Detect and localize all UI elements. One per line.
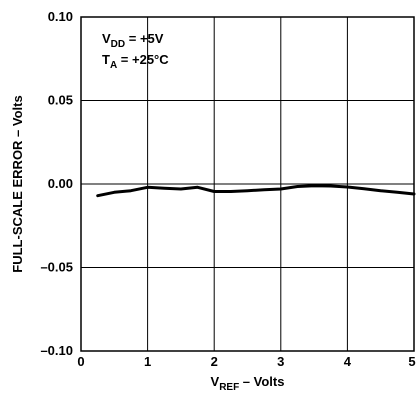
y-tick-label: 0.10 (48, 9, 73, 24)
y-axis-title: FULL-SCALE ERROR – Volts (10, 95, 25, 272)
x-axis-title-main: V (211, 374, 220, 389)
annotation-vdd: VDD = +5V (102, 31, 164, 50)
annotation-vdd-main: V (102, 31, 111, 46)
grid (81, 17, 414, 351)
x-tick-label: 4 (344, 354, 352, 369)
annotation-ta-sub: A (110, 60, 117, 71)
annotation-ta-main: T (102, 52, 110, 67)
x-tick-label: 0 (77, 354, 84, 369)
y-tick-label: 0.00 (48, 176, 73, 191)
series-layer (96, 184, 416, 198)
annotation-vdd-rest: = +5V (125, 31, 164, 46)
x-tick-label: 3 (277, 354, 284, 369)
y-tick-label: –0.10 (40, 343, 73, 358)
x-tick-label: 5 (408, 354, 415, 369)
x-tick-label: 1 (144, 354, 151, 369)
annotation-vdd-sub: DD (111, 39, 125, 50)
series-line (96, 184, 416, 198)
y-tick-label: 0.05 (48, 93, 73, 108)
x-tick-labels: 0 1 2 3 4 5 (77, 354, 415, 369)
x-axis-title: VREF – Volts (211, 374, 285, 393)
x-axis-title-sub: REF (219, 382, 239, 393)
annotation-ta: TA = +25°C (102, 52, 169, 71)
y-tick-label: –0.05 (40, 260, 73, 275)
x-tick-label: 2 (211, 354, 218, 369)
annotation-ta-rest: = +25°C (117, 52, 169, 67)
x-axis-title-rest: – Volts (239, 374, 284, 389)
y-tick-labels: 0.10 0.05 0.00 –0.05 –0.10 (40, 9, 73, 358)
plot-frame (80, 16, 415, 352)
